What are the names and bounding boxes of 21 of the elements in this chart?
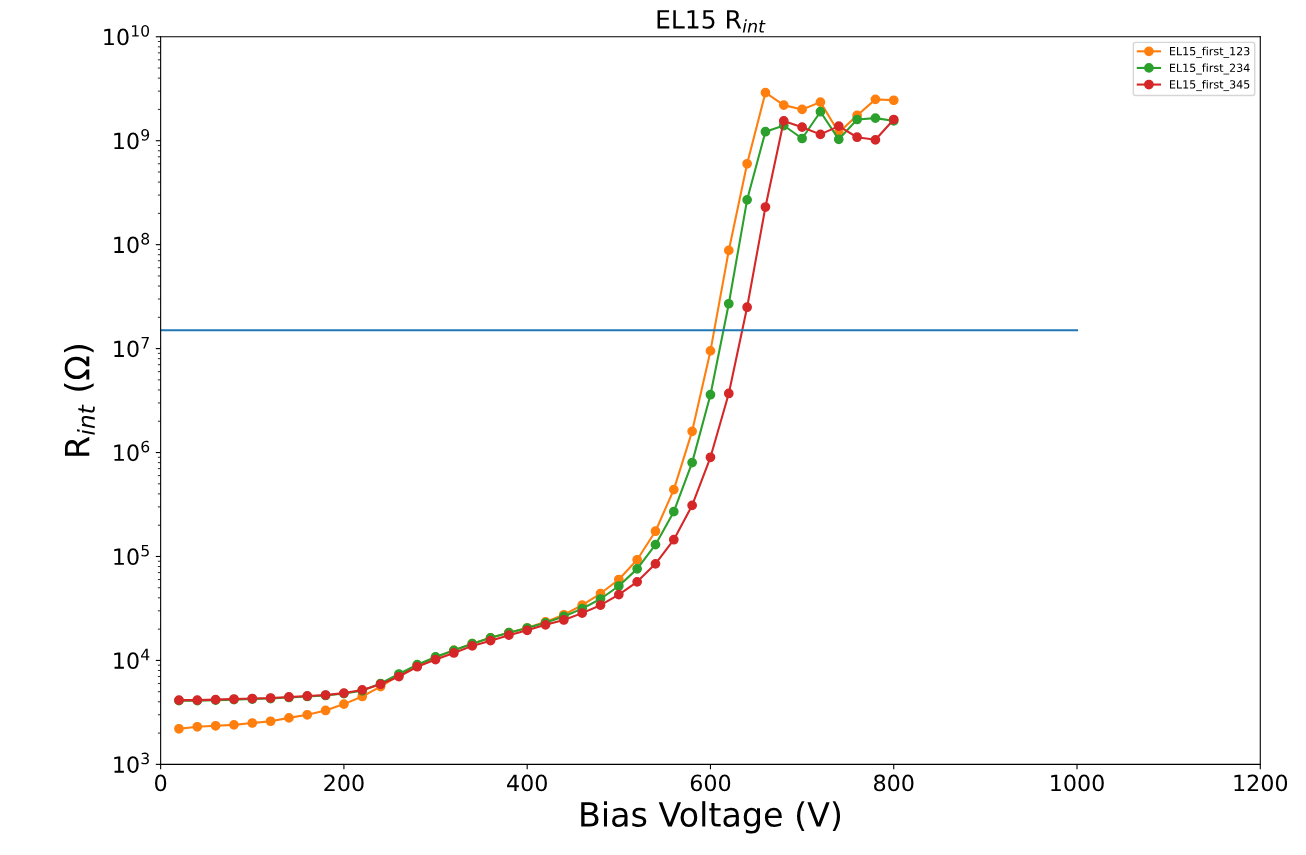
x-tick-label: 400 (507, 774, 547, 792)
y-tick-label: 10$^{3}$ (114, 752, 149, 773)
y-tick-label: 10$^{4}$ (114, 648, 150, 670)
y-tick-label: 10$^{5}$ (114, 544, 149, 566)
x-tick-label: 1200 (1234, 774, 1288, 792)
x-tick-label: 800 (874, 774, 914, 792)
y-tick-label: 10$^{10}$ (104, 24, 150, 46)
x-axis-title: Bias Voltage (V) (581, 801, 841, 834)
y-tick-label: 10$^{9}$ (114, 128, 150, 150)
x-tick-label: 600 (690, 774, 731, 792)
legend-label: EL15_first_234 (1170, 63, 1250, 75)
x-tick-label: 1000 (1051, 774, 1104, 792)
y-axis-title: R$_{int}$ (Ω) (63, 345, 95, 456)
y-tick-label: 10$^{6}$ (114, 440, 150, 462)
x-tick-label: 200 (324, 774, 364, 792)
y-tick-label: 10$^{7}$ (114, 337, 149, 358)
y-tick-label: 10$^{8}$ (114, 232, 150, 254)
x-tick-label: 0 (155, 774, 167, 792)
legend-label: EL15_first_123 (1170, 46, 1250, 58)
chart-title: EL15 R$_{int}$ (657, 10, 766, 33)
legend-label: EL15_first_345 (1170, 80, 1250, 92)
